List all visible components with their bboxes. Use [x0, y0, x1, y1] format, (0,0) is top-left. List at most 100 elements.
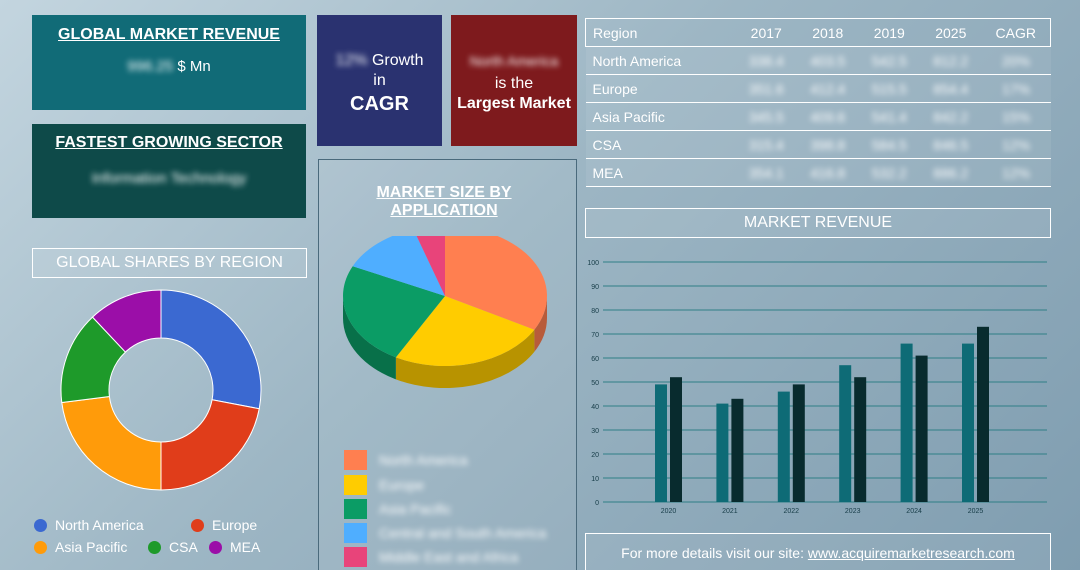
- legend-swatch-csa: [148, 541, 161, 554]
- y-tick-label: 20: [591, 452, 599, 459]
- bar-2021-series-1: [716, 403, 729, 502]
- app-legend-swatch-3: [344, 523, 367, 543]
- footer-text: For more details visit our site:: [621, 545, 804, 561]
- website-link[interactable]: www.acquiremarketresearch.com: [807, 545, 1015, 561]
- table-cell-region: North America: [592, 52, 682, 69]
- legend-item-north-america: North America: [34, 517, 144, 533]
- region-table: Region 2017 2018 2019 2025 CAGR North Am…: [585, 18, 1051, 187]
- table-cell: 842.2: [933, 108, 969, 125]
- largest-market-is-the: is the: [494, 75, 534, 92]
- table-cell: 398.8: [810, 136, 846, 153]
- table-cell: 515.5: [871, 80, 907, 97]
- table-cell: 20%: [1002, 52, 1031, 69]
- y-tick-label: 50: [591, 380, 599, 387]
- table-cell: 409.6: [810, 108, 846, 125]
- app-legend-label-0: North America: [379, 452, 468, 468]
- pie-slice-side-asia-pacific: [343, 296, 396, 380]
- pie-slice-asia-pacific: [343, 266, 445, 358]
- donut-slice-asia-pacific: [61, 395, 162, 491]
- table-cell: 17%: [1002, 80, 1031, 97]
- x-tick-label: 2024: [906, 508, 922, 515]
- pie-slice-side-europe: [395, 329, 535, 388]
- legend-swatch-mea: [209, 541, 222, 554]
- bar-2022-series-2: [792, 384, 805, 502]
- cagr-label: CAGR: [350, 93, 409, 115]
- y-tick-label: 80: [591, 308, 599, 315]
- table-row: Europe 351.6 412.4 515.5 854.4 17%: [585, 74, 1051, 103]
- legend-swatch-north-america: [34, 519, 47, 532]
- bar-2020-series-1: [655, 384, 667, 502]
- y-tick-label: 30: [591, 428, 599, 435]
- legend-label-mea: MEA: [230, 539, 261, 555]
- app-legend-label-3: Central and South America: [379, 525, 547, 541]
- pie-slice-central-and-south-america: [352, 236, 445, 296]
- app-legend-swatch-4: [344, 547, 367, 567]
- bar-2024-series-1: [900, 343, 913, 502]
- x-tick-label: 2025: [968, 508, 984, 515]
- legend-item-asia-pacific: Asia Pacific: [34, 539, 127, 555]
- global-shares-donut-chart: [60, 289, 262, 491]
- y-tick-label: 40: [591, 404, 599, 411]
- table-row: North America 338.4 403.5 542.5 812.2 20…: [585, 46, 1051, 75]
- table-cell: 854.4: [933, 80, 969, 97]
- legend-swatch-europe: [191, 519, 204, 532]
- table-cell-region: CSA: [592, 136, 622, 153]
- legend-label-europe: Europe: [212, 517, 258, 533]
- y-tick-label: 70: [591, 332, 599, 339]
- table-cell-region: Europe: [592, 80, 638, 97]
- pie-slice-europe: [395, 296, 535, 366]
- bar-2025-series-1: [962, 343, 974, 502]
- bar-2025-series-2: [977, 326, 989, 502]
- table-cell-region: Asia Pacific: [592, 108, 665, 125]
- app-legend-label-4: Middle East and Africa: [379, 549, 519, 565]
- pie-slice-side-north-america: [534, 296, 547, 352]
- global-market-revenue-value: 996.25: [127, 58, 174, 75]
- pie-slice-north-america: [445, 236, 547, 330]
- largest-market-box: North America is the Largest Market: [451, 15, 577, 146]
- market-size-by-application-title: MARKET SIZE BY APPLICATION: [376, 184, 512, 219]
- app-legend-label-1: Europe: [379, 477, 425, 493]
- global-market-revenue-value-row: 996.25 $ Mn: [32, 58, 306, 75]
- market-revenue-title: MARKET REVENUE: [585, 208, 1051, 238]
- fastest-growing-sector-box: FASTEST GROWING SECTOR Information Techn…: [32, 124, 306, 218]
- cagr-growth-label: Growth: [371, 52, 424, 69]
- table-row: MEA 354.1 416.8 532.2 886.2 12%: [585, 158, 1051, 187]
- y-tick-label: 10: [591, 476, 599, 483]
- market-revenue-bar-chart: 0 10 20 30 40 50 60 70 80 90 100 2020 2021 2022 2023 20…: [587, 260, 1047, 515]
- table-header-row: Region 2017 2018 2019 2025 CAGR: [585, 18, 1051, 47]
- x-tick-label: 2023: [845, 508, 861, 515]
- legend-label-north-america: North America: [55, 517, 144, 533]
- table-cell: 12%: [1002, 164, 1031, 181]
- cagr-in-label: in: [373, 72, 386, 89]
- table-cell: 584.5: [871, 136, 907, 153]
- global-market-revenue-title: GLOBAL MARKET REVENUE: [58, 26, 280, 43]
- bar-2023-series-2: [854, 377, 867, 502]
- global-shares-title: GLOBAL SHARES BY REGION: [32, 248, 307, 278]
- legend-item-europe: Europe: [191, 517, 257, 533]
- table-header-region: Region: [593, 24, 638, 41]
- fastest-growing-sector-value: Information Technology: [91, 170, 247, 187]
- cagr-value: 12%: [335, 52, 368, 69]
- table-row: Asia Pacific 345.5 409.6 541.4 842.2 15%: [585, 102, 1051, 131]
- table-cell: 812.2: [933, 52, 969, 69]
- table-cell: 354.1: [748, 164, 784, 181]
- y-tick-label: 0: [595, 500, 599, 507]
- legend-item-mea: MEA: [209, 539, 260, 555]
- bar-2022-series-1: [777, 391, 790, 502]
- app-legend-label-2: Asia Pacific: [379, 501, 452, 517]
- donut-slice-mea: [91, 289, 162, 353]
- app-legend-swatch-1: [344, 475, 367, 495]
- donut-slice-north-america: [160, 289, 262, 410]
- table-cell: 416.8: [810, 164, 846, 181]
- bar-2020-series-2: [670, 377, 682, 502]
- x-tick-label: 2020: [661, 508, 677, 515]
- bar-2021-series-2: [731, 398, 744, 502]
- global-market-revenue-unit: $ Mn: [177, 58, 211, 75]
- donut-slice-europe: [160, 399, 260, 491]
- table-cell: 12%: [1002, 136, 1031, 153]
- largest-market-region: North America: [469, 53, 559, 69]
- table-cell: 338.4: [748, 52, 784, 69]
- app-legend-swatch-0: [344, 450, 367, 470]
- y-tick-label: 90: [591, 284, 599, 291]
- y-tick-label: 100: [587, 260, 599, 267]
